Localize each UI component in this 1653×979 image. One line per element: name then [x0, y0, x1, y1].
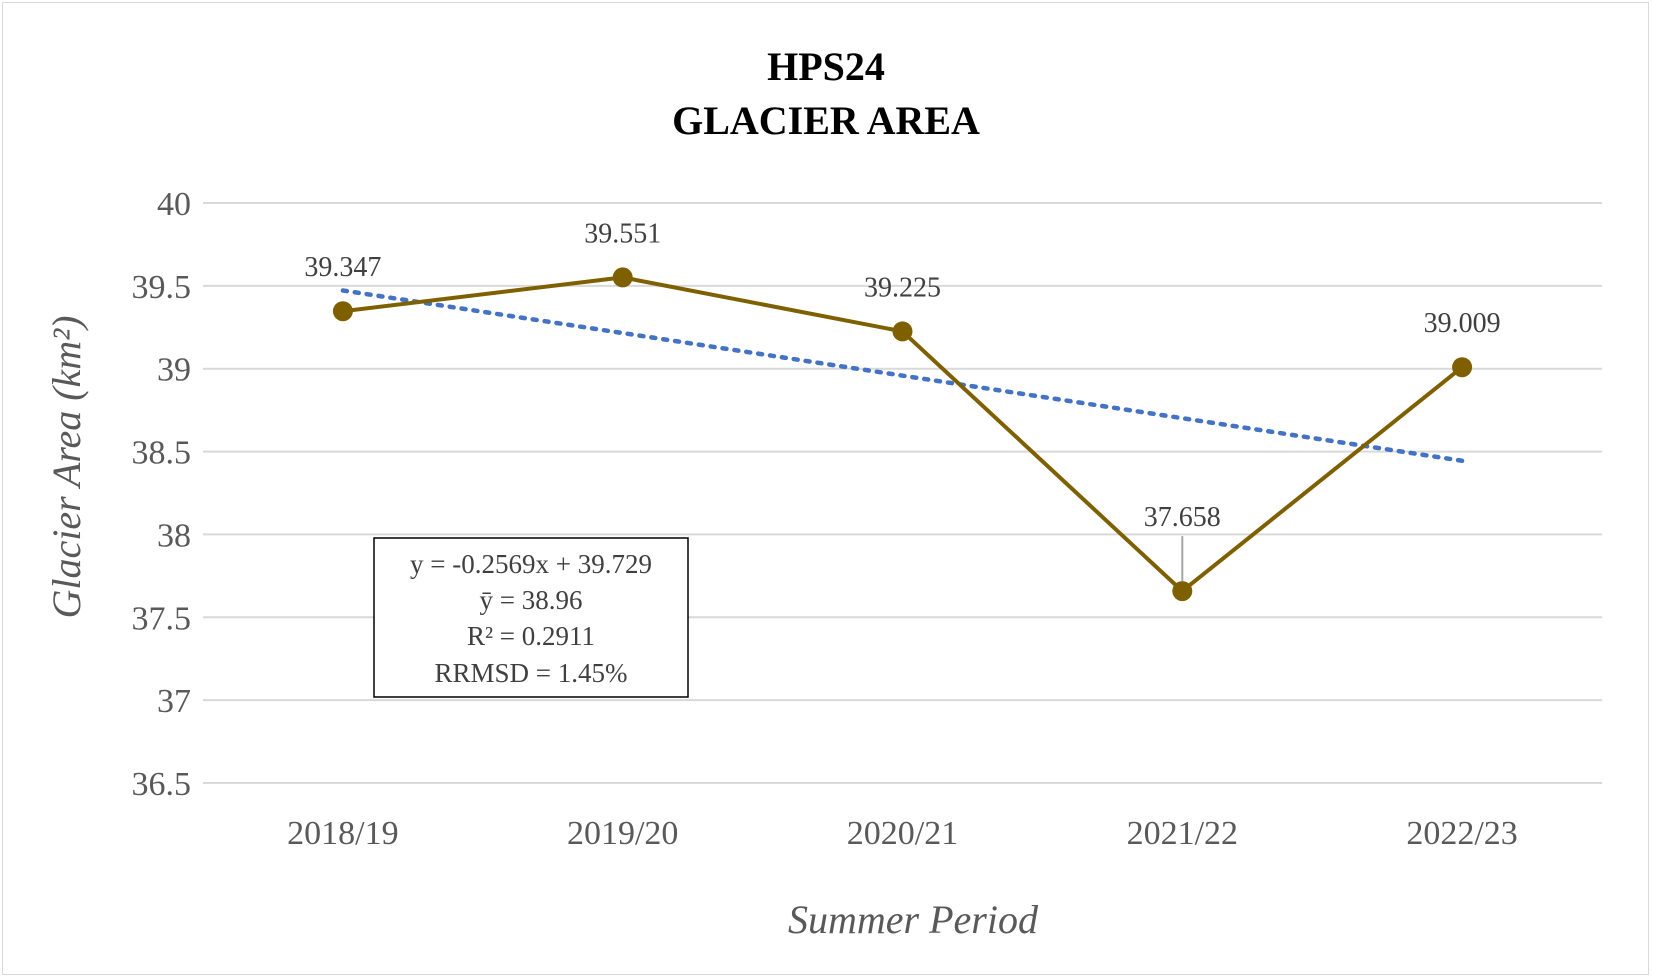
data-point	[1452, 357, 1473, 378]
data-label: 39.347	[304, 252, 381, 283]
chart-title-line2: GLACIER AREA	[672, 98, 980, 143]
y-tick-label: 38.5	[132, 435, 192, 472]
x-tick-label: 2019/20	[567, 815, 678, 852]
x-tick-label: 2020/21	[847, 815, 958, 852]
x-axis-ticks: 2018/19 2019/20 2020/21 2021/22 2022/23	[287, 815, 1518, 852]
gridlines	[203, 202, 1602, 784]
stats-rrmsd: RRMSD = 1.45%	[434, 658, 627, 688]
y-axis-ticks: 36.5 37 37.5 38 38.5 39 39.5 40	[132, 186, 192, 803]
chart-title-line1: HPS24	[767, 44, 885, 89]
y-axis-title: Glacier Area (km²)	[44, 315, 89, 618]
data-label: 39.225	[864, 272, 941, 303]
stats-box-border	[373, 537, 689, 698]
stats-equation: y = -0.2569x + 39.729	[410, 549, 652, 579]
data-label-layer: 39.347 39.551 39.225 37.658 39.009	[304, 218, 1501, 582]
y-tick-label: 39.5	[132, 269, 192, 306]
trendline	[340, 288, 1465, 464]
stats-mean: ȳ = 38.96	[480, 585, 583, 615]
data-label: 39.009	[1424, 308, 1501, 339]
trendline-layer	[340, 288, 1465, 464]
data-label: 39.551	[584, 218, 661, 249]
data-label: 37.658	[1144, 502, 1221, 533]
y-tick-label: 36.5	[132, 766, 192, 803]
y-tick-label: 40	[157, 186, 191, 223]
data-point	[332, 301, 353, 322]
y-tick-label: 37.5	[132, 600, 192, 637]
x-axis-title: Summer Period	[788, 897, 1039, 942]
stats-r-squared: R² = 0.2911	[467, 621, 595, 651]
data-point	[1172, 581, 1193, 602]
x-tick-label: 2018/19	[287, 815, 398, 852]
y-tick-label: 38	[157, 517, 191, 554]
data-point	[892, 321, 913, 342]
y-tick-label: 39	[157, 352, 191, 389]
data-point	[612, 267, 633, 288]
x-tick-label: 2022/23	[1406, 815, 1517, 852]
y-tick-label: 37	[157, 683, 191, 720]
x-tick-label: 2021/22	[1127, 815, 1238, 852]
series-layer	[332, 267, 1473, 602]
regression-stats-box: y = -0.2569x + 39.729 ȳ = 38.96 R² = 0.2…	[373, 537, 689, 698]
